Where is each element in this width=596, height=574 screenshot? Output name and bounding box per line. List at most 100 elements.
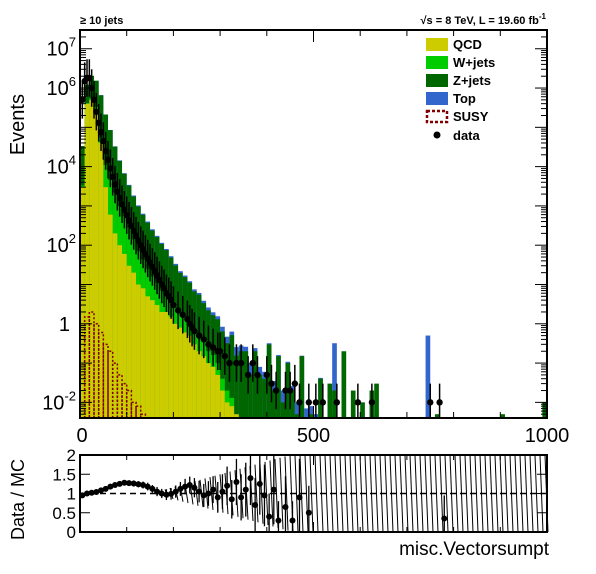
bar-zjets-63 [374, 384, 379, 418]
ratio-point-40 [266, 514, 272, 520]
bar-qcd-13 [141, 288, 146, 418]
bar-qcd-15 [150, 300, 155, 418]
ratio-point-25 [196, 489, 202, 495]
ratio-point-47 [441, 516, 447, 522]
bar-qcd-26 [201, 356, 206, 418]
legend-swatch-zjets [426, 74, 448, 87]
data-point-66 [306, 399, 312, 405]
ratio-point-44 [289, 517, 295, 523]
legend-label-zjets: Z+jets [453, 73, 491, 88]
ratio-point-33 [233, 479, 239, 485]
ratio-point-43 [282, 504, 288, 510]
data-point-71 [369, 399, 375, 405]
ratio-x-axis-title: misc.Vectorsumpt [399, 539, 550, 560]
main-y-tick-base-3: 10 [47, 157, 69, 179]
main-y-tick-exp-5: 7 [69, 35, 76, 50]
bar-qcd-16 [155, 305, 160, 418]
ratio-y-tick-label-1: 0.5 [52, 504, 76, 523]
energy-lumi-label: √s = 8 TeV, L = 19.60 fb-1 [421, 12, 547, 27]
bar-qcd-31 [225, 402, 230, 418]
bar-qcd-32 [229, 406, 234, 418]
bar-qcd-23 [187, 336, 192, 418]
data-point-69 [334, 399, 340, 405]
bar-zjets-58 [351, 391, 356, 418]
bar-zjets-60 [360, 402, 365, 418]
legend-label-data: data [453, 128, 481, 143]
ratio-y-axis-title: Data / MC [8, 459, 28, 540]
bar-zjets-56 [342, 351, 347, 418]
main-x-tick-label-1: 500 [297, 425, 330, 447]
legend-swatch-qcd [426, 38, 448, 51]
ratio-point-29 [215, 494, 221, 500]
data-point-64 [292, 380, 298, 386]
ratio-point-38 [257, 481, 263, 487]
legend-label-susy: SUSY [453, 109, 489, 124]
main-y-tick-base-4: 10 [47, 78, 69, 100]
ratio-point-46 [306, 510, 312, 516]
bar-qcd-22 [183, 333, 188, 419]
data-point-65 [296, 399, 302, 405]
data-point-41 [180, 312, 186, 318]
data-point-70 [355, 399, 361, 405]
main-y-tick-exp-2: 2 [69, 231, 76, 246]
data-point-40 [175, 307, 181, 313]
data-point-68 [320, 399, 326, 405]
bar-qcd-30 [220, 391, 225, 418]
legend-marker-data [434, 132, 441, 139]
ratio-point-24 [191, 485, 197, 491]
ratio-point-37 [252, 502, 258, 508]
data-point-39 [170, 302, 176, 308]
ratio-point-45 [296, 494, 302, 500]
main-y-tick-base-5: 10 [47, 39, 69, 61]
data-point-59 [264, 372, 270, 378]
bar-qcd-18 [164, 312, 169, 418]
bar-qcd-28 [211, 367, 216, 418]
ratio-point-39 [261, 492, 267, 498]
data-point-56 [245, 372, 251, 378]
ratio-point-28 [210, 487, 216, 493]
main-y-tick-exp-4: 6 [69, 74, 76, 89]
bar-qcd-3 [94, 109, 99, 418]
bar-qcd-25 [197, 351, 202, 418]
ratio-y-tick-label-2: 1 [67, 485, 76, 504]
ratio-point-42 [275, 517, 281, 523]
legend-label-qcd: QCD [453, 37, 482, 52]
bar-qcd-17 [159, 312, 164, 418]
main-y-tick-base-2: 10 [47, 235, 69, 257]
ratio-point-32 [229, 496, 235, 502]
bar-qcd-19 [169, 317, 174, 418]
data-point-61 [273, 387, 279, 393]
data-point-45 [191, 328, 197, 334]
main-y-tick-label-1: 1 [59, 314, 70, 336]
data-point-55 [238, 360, 244, 366]
data-point-67 [313, 399, 319, 405]
bar-qcd-7 [113, 233, 118, 418]
main-y-tick-base-0: 10 [42, 392, 64, 414]
ratio-point-30 [219, 489, 225, 495]
ratio-point-27 [205, 491, 211, 497]
energy-lumi-exponent: -1 [539, 12, 547, 21]
ratio-point-31 [224, 483, 230, 489]
data-point-58 [254, 372, 260, 378]
data-point-47 [201, 336, 207, 342]
data-point-73 [436, 399, 442, 405]
data-point-53 [226, 360, 232, 366]
main-y-tick-exp-3: 4 [69, 153, 76, 168]
bar-qcd-24 [192, 344, 197, 418]
main-y-tick-exp-0: -2 [64, 388, 76, 403]
data-point-51 [217, 348, 223, 354]
ratio-y-tick-label-0: 0 [67, 523, 76, 542]
energy-lumi-text: √s = 8 TeV, L = 19.60 fb [421, 15, 540, 27]
legend-label-wjets: W+jets [453, 55, 495, 70]
bar-qcd-29 [215, 375, 220, 418]
main-y-axis-title: Events [7, 94, 29, 155]
ratio-point-36 [247, 475, 253, 481]
bar-qcd-12 [136, 284, 141, 418]
data-point-52 [222, 353, 228, 359]
legend-swatch-top [426, 92, 448, 105]
ratio-point-35 [243, 487, 249, 493]
ratio-point-41 [271, 487, 277, 493]
main-x-tick-label-0: 0 [76, 425, 87, 447]
bar-zjets-53 [328, 384, 333, 418]
